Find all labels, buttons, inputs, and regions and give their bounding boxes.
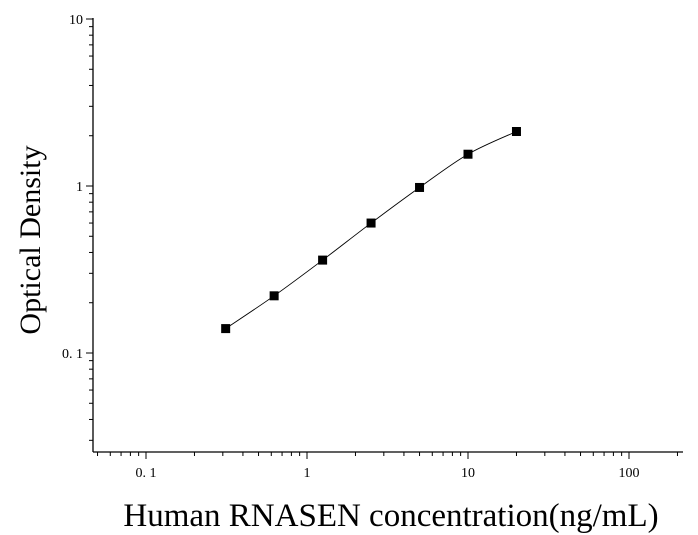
y-axis-ticks: 0. 1 1 10 xyxy=(62,13,93,441)
y-tick-label: 1 xyxy=(76,180,83,195)
y-axis-title: Optical Density xyxy=(14,145,47,334)
data-point xyxy=(415,182,425,192)
y-tick-label: 0. 1 xyxy=(62,347,83,362)
x-tick-label: 0. 1 xyxy=(136,466,157,481)
x-tick-label: 10 xyxy=(461,466,475,481)
x-tick-label: 100 xyxy=(619,466,640,481)
fit-curve xyxy=(225,131,517,329)
data-point xyxy=(463,149,473,159)
data-point xyxy=(221,324,231,334)
data-point xyxy=(269,291,279,301)
plot-area xyxy=(92,18,683,453)
x-axis-title: Human RNASEN concentration(ng/mL) xyxy=(123,498,658,534)
data-points xyxy=(221,127,521,334)
data-point xyxy=(511,127,521,137)
data-point xyxy=(366,218,376,228)
x-tick-label: 1 xyxy=(304,466,311,481)
x-axis-ticks: 0. 1 1 10 100 xyxy=(97,452,678,481)
data-point xyxy=(318,255,328,265)
y-tick-label: 10 xyxy=(69,13,83,28)
